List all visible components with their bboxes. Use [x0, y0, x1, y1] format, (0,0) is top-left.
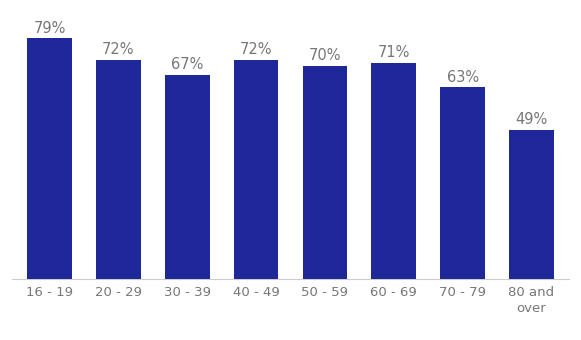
Text: 49%: 49%	[515, 112, 548, 127]
Text: 79%: 79%	[33, 21, 66, 36]
Text: 70%: 70%	[309, 48, 341, 63]
Bar	[371, 63, 416, 279]
Text: 71%: 71%	[378, 45, 410, 60]
Text: 67%: 67%	[171, 57, 203, 72]
Bar	[303, 66, 347, 279]
Bar	[440, 87, 485, 279]
Text: 72%: 72%	[240, 42, 272, 57]
Bar	[96, 59, 141, 279]
Bar	[27, 38, 72, 279]
Bar	[509, 130, 554, 279]
Text: 63%: 63%	[447, 70, 479, 85]
Bar	[165, 75, 210, 279]
Bar	[234, 59, 278, 279]
Text: 72%: 72%	[102, 42, 135, 57]
